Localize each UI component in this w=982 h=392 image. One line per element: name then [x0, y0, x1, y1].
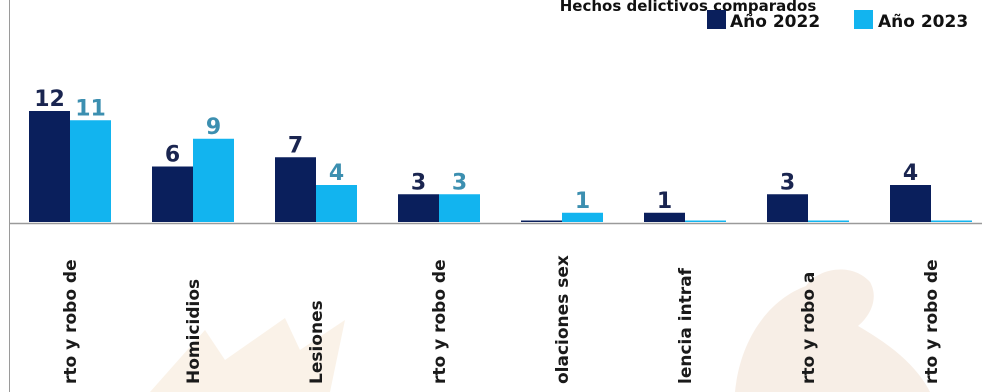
bar-2022-3	[398, 194, 439, 222]
category-labels-layer: rto y robo de Homicidios Lesiones rto y rob…	[61, 255, 942, 384]
bar-2022-0	[29, 111, 70, 222]
bar-2022-1	[152, 166, 193, 222]
value-label-2022-5: 1	[657, 189, 672, 214]
category-label-0: rto y robo de	[61, 259, 81, 384]
category-label-6: rto y robo a	[799, 272, 819, 384]
category-label-7: rto y robo de	[922, 259, 942, 384]
value-label-2022-7: 4	[903, 161, 918, 186]
value-label-2022-3: 3	[411, 170, 426, 195]
bar-2022-5	[644, 212, 685, 222]
bar-2023-6	[808, 220, 849, 222]
value-label-2023-2: 4	[329, 161, 344, 186]
value-label-2023-1: 9	[206, 115, 221, 140]
legend-label-2022: Año 2022	[730, 12, 820, 32]
bar-2023-5	[685, 220, 726, 222]
bar-2022-6	[767, 194, 808, 222]
legend-label-2023: Año 2023	[878, 12, 968, 32]
value-label-2023-4: 1	[575, 189, 590, 214]
legend-swatch-2023	[854, 10, 873, 29]
bar-2023-4	[562, 212, 603, 222]
bar-2023-1	[193, 138, 234, 222]
value-label-2022-6: 3	[780, 170, 795, 195]
value-label-2022-0: 12	[34, 87, 65, 112]
bar-2023-2	[316, 185, 357, 222]
bar-2022-4	[521, 220, 562, 222]
watermark-figure	[150, 269, 930, 392]
category-label-4: olaciones sex	[553, 255, 573, 384]
legend: Año 2022 Año 2023	[707, 10, 968, 32]
category-label-3: rto y robo de	[430, 259, 450, 384]
chart-title: Hechos delictivos comparados	[560, 0, 817, 15]
bar-2023-7	[931, 220, 972, 222]
legend-swatch-2022	[707, 10, 726, 29]
bar-2023-0	[70, 120, 111, 222]
bar-2023-3	[439, 194, 480, 222]
value-label-2022-1: 6	[165, 143, 180, 168]
bars-layer	[29, 111, 972, 222]
value-label-2022-2: 7	[288, 133, 303, 158]
category-label-5: lencia intraf	[676, 267, 696, 384]
value-label-2023-3: 3	[452, 170, 467, 195]
category-label-1: Homicidios	[184, 279, 204, 384]
category-label-2: Lesiones	[307, 300, 327, 384]
value-label-2023-0: 11	[75, 96, 106, 121]
bar-2022-7	[890, 185, 931, 222]
bar-2022-2	[275, 157, 316, 222]
